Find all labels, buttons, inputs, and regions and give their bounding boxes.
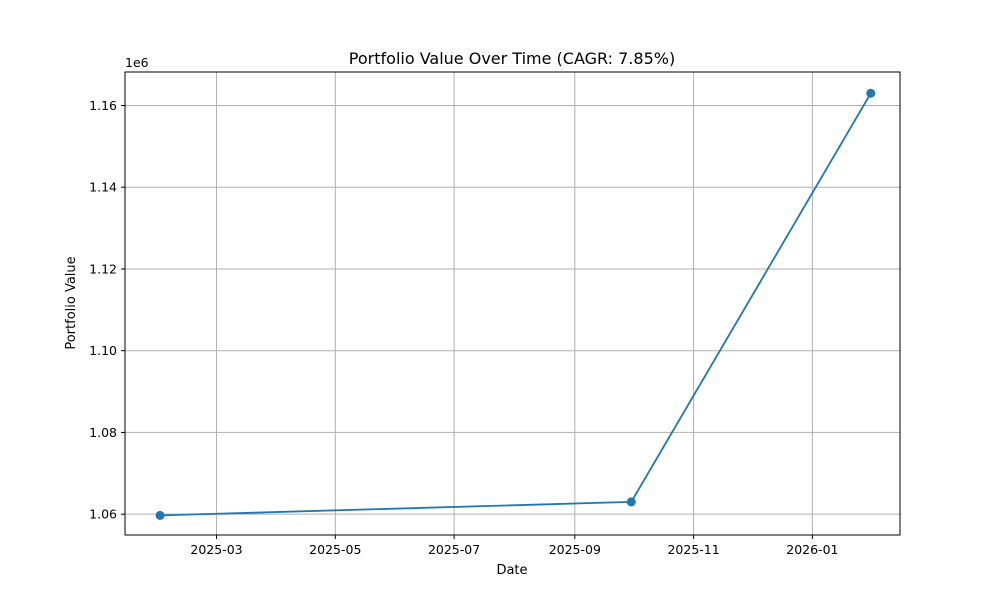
y-tick-label: 1.06 — [89, 507, 117, 522]
plot-area-frame — [124, 71, 901, 536]
chart-title: Portfolio Value Over Time (CAGR: 7.85%) — [349, 49, 675, 68]
x-tick-label: 2025-11 — [667, 542, 719, 557]
x-axis: 2025-03 2025-05 2025-07 2025-09 2025-11 2026-… — [190, 535, 838, 557]
x-axis-label: Date — [496, 563, 527, 578]
x-tick-label: 2025-05 — [309, 542, 361, 557]
grid — [125, 72, 900, 535]
x-tick-label: 2025-07 — [428, 542, 480, 557]
data-point — [626, 497, 636, 507]
data-point — [155, 510, 165, 520]
x-tick-label: 2025-09 — [549, 542, 601, 557]
y-tick-label: 1.16 — [89, 98, 117, 113]
y-tick-label: 1.10 — [89, 343, 117, 358]
y-axis: 1.06 1.08 1.10 1.12 1.14 1.16 — [89, 98, 125, 522]
x-tick-label: 2026-01 — [786, 542, 838, 557]
x-tick-label: 2025-03 — [190, 542, 242, 557]
y-axis-offset-label: 1e6 — [125, 55, 149, 70]
y-tick-label: 1.08 — [89, 425, 117, 440]
data-point — [866, 88, 876, 98]
y-tick-label: 1.14 — [89, 180, 117, 195]
y-axis-label: Portfolio Value — [64, 256, 79, 349]
series-layer — [155, 88, 876, 520]
y-tick-label: 1.12 — [89, 261, 117, 276]
